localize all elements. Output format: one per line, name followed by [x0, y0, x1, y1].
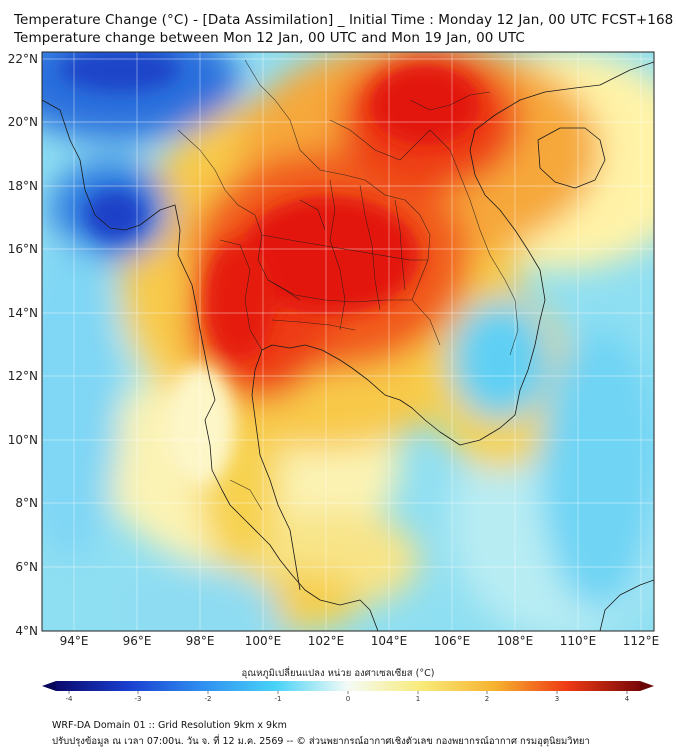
lat-label: 16°N [8, 242, 38, 256]
footer-update-info: ปรับปรุงข้อมูล ณ เวลา 07:00น. วัน จ. ที่… [52, 736, 590, 747]
colorbar-tick: -3 [135, 695, 142, 703]
colorbar-tick: 3 [555, 695, 559, 703]
map-title-line1: Temperature Change (°C) - [Data Assimila… [14, 12, 674, 28]
latitude-labels: 22°N 20°N 18°N 16°N 14°N 12°N 10°N 8°N 6… [8, 52, 38, 638]
lat-label: 22°N [8, 52, 38, 66]
lat-label: 20°N [8, 115, 38, 129]
colorbar-min-arrow [42, 681, 56, 691]
colorbar-gradient [56, 681, 640, 691]
colorbar-tick: 0 [346, 695, 350, 703]
lat-label: 6°N [15, 560, 38, 574]
footer-model-info: WRF-DA Domain 01 :: Grid Resolution 9km … [52, 720, 287, 731]
lat-label: 18°N [8, 179, 38, 193]
colorbar-title: อุณหภูมิเปลี่ยนแปลง หน่วย องศาเซลเซียส (… [241, 668, 435, 679]
colorbar-tick: 1 [416, 695, 420, 703]
lon-label: 96°E [123, 634, 152, 648]
lat-label: 8°N [15, 496, 38, 510]
colorbar-max-arrow [640, 681, 654, 691]
lon-label: 106°E [434, 634, 471, 648]
lat-label: 12°N [8, 369, 38, 383]
map-title-line2: Temperature change between Mon 12 Jan, 0… [14, 30, 525, 46]
colorbar-tick: 2 [485, 695, 489, 703]
colorbar-tick: 4 [625, 695, 630, 703]
graticule [42, 52, 654, 631]
lon-label: 100°E [245, 634, 282, 648]
lat-label: 4°N [15, 624, 38, 638]
lon-label: 112°E [623, 634, 660, 648]
temperature-field [42, 52, 654, 631]
colorbar-tick: -1 [275, 695, 282, 703]
colorbar-tick: -4 [66, 695, 74, 703]
map-frame [41, 51, 655, 632]
lat-label: 14°N [8, 306, 38, 320]
coastlines [42, 61, 654, 631]
lon-label: 108°E [497, 634, 534, 648]
lat-label: 10°N [8, 433, 38, 447]
colorbar: -4 -3 -2 -1 0 1 2 3 4 [42, 681, 654, 703]
lon-label: 102°E [308, 634, 345, 648]
admin-borders [177, 59, 519, 511]
lon-label: 94°E [60, 634, 89, 648]
lon-label: 104°E [371, 634, 408, 648]
longitude-labels: 94°E 96°E 98°E 100°E 102°E 104°E 106°E 1… [60, 634, 660, 648]
colorbar-tick: -2 [205, 695, 212, 703]
lon-label: 110°E [560, 634, 597, 648]
lon-label: 98°E [186, 634, 215, 648]
